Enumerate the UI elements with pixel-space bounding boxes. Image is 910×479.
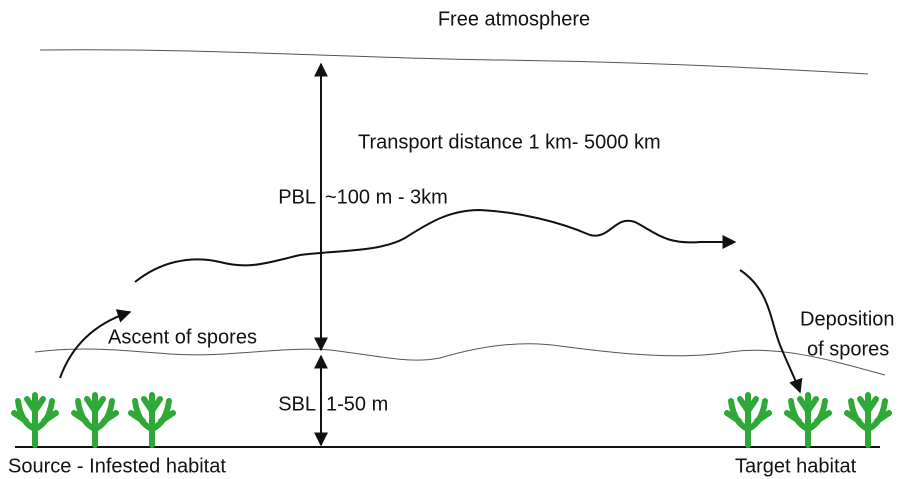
transport-path xyxy=(134,208,737,283)
pbl-top-boundary xyxy=(39,49,869,75)
plant xyxy=(847,395,889,445)
sbl-top-boundary xyxy=(34,343,886,376)
ascent-arrow xyxy=(59,309,132,379)
source-label: Source - Infested habitat xyxy=(8,455,226,477)
deposition-arrow xyxy=(739,269,803,394)
free-atmosphere-label: Free atmosphere xyxy=(438,8,590,30)
transport-label: Transport distance 1 km- 5000 km xyxy=(358,131,661,153)
plant xyxy=(727,395,769,445)
target-label: Target habitat xyxy=(735,455,857,477)
sbl-label: SBL xyxy=(278,393,316,415)
pbl-range-label: ~100 m - 3km xyxy=(325,186,448,208)
sbl-range-label: 1-50 m xyxy=(326,393,388,415)
pbl-label: PBL xyxy=(278,186,316,208)
plant xyxy=(74,395,116,445)
plant xyxy=(131,395,173,445)
ascent-label: Ascent of spores xyxy=(108,326,257,348)
plant xyxy=(14,395,56,445)
deposition-label: of spores xyxy=(807,338,889,360)
deposition-label: Deposition xyxy=(800,308,895,330)
plant xyxy=(787,395,829,445)
